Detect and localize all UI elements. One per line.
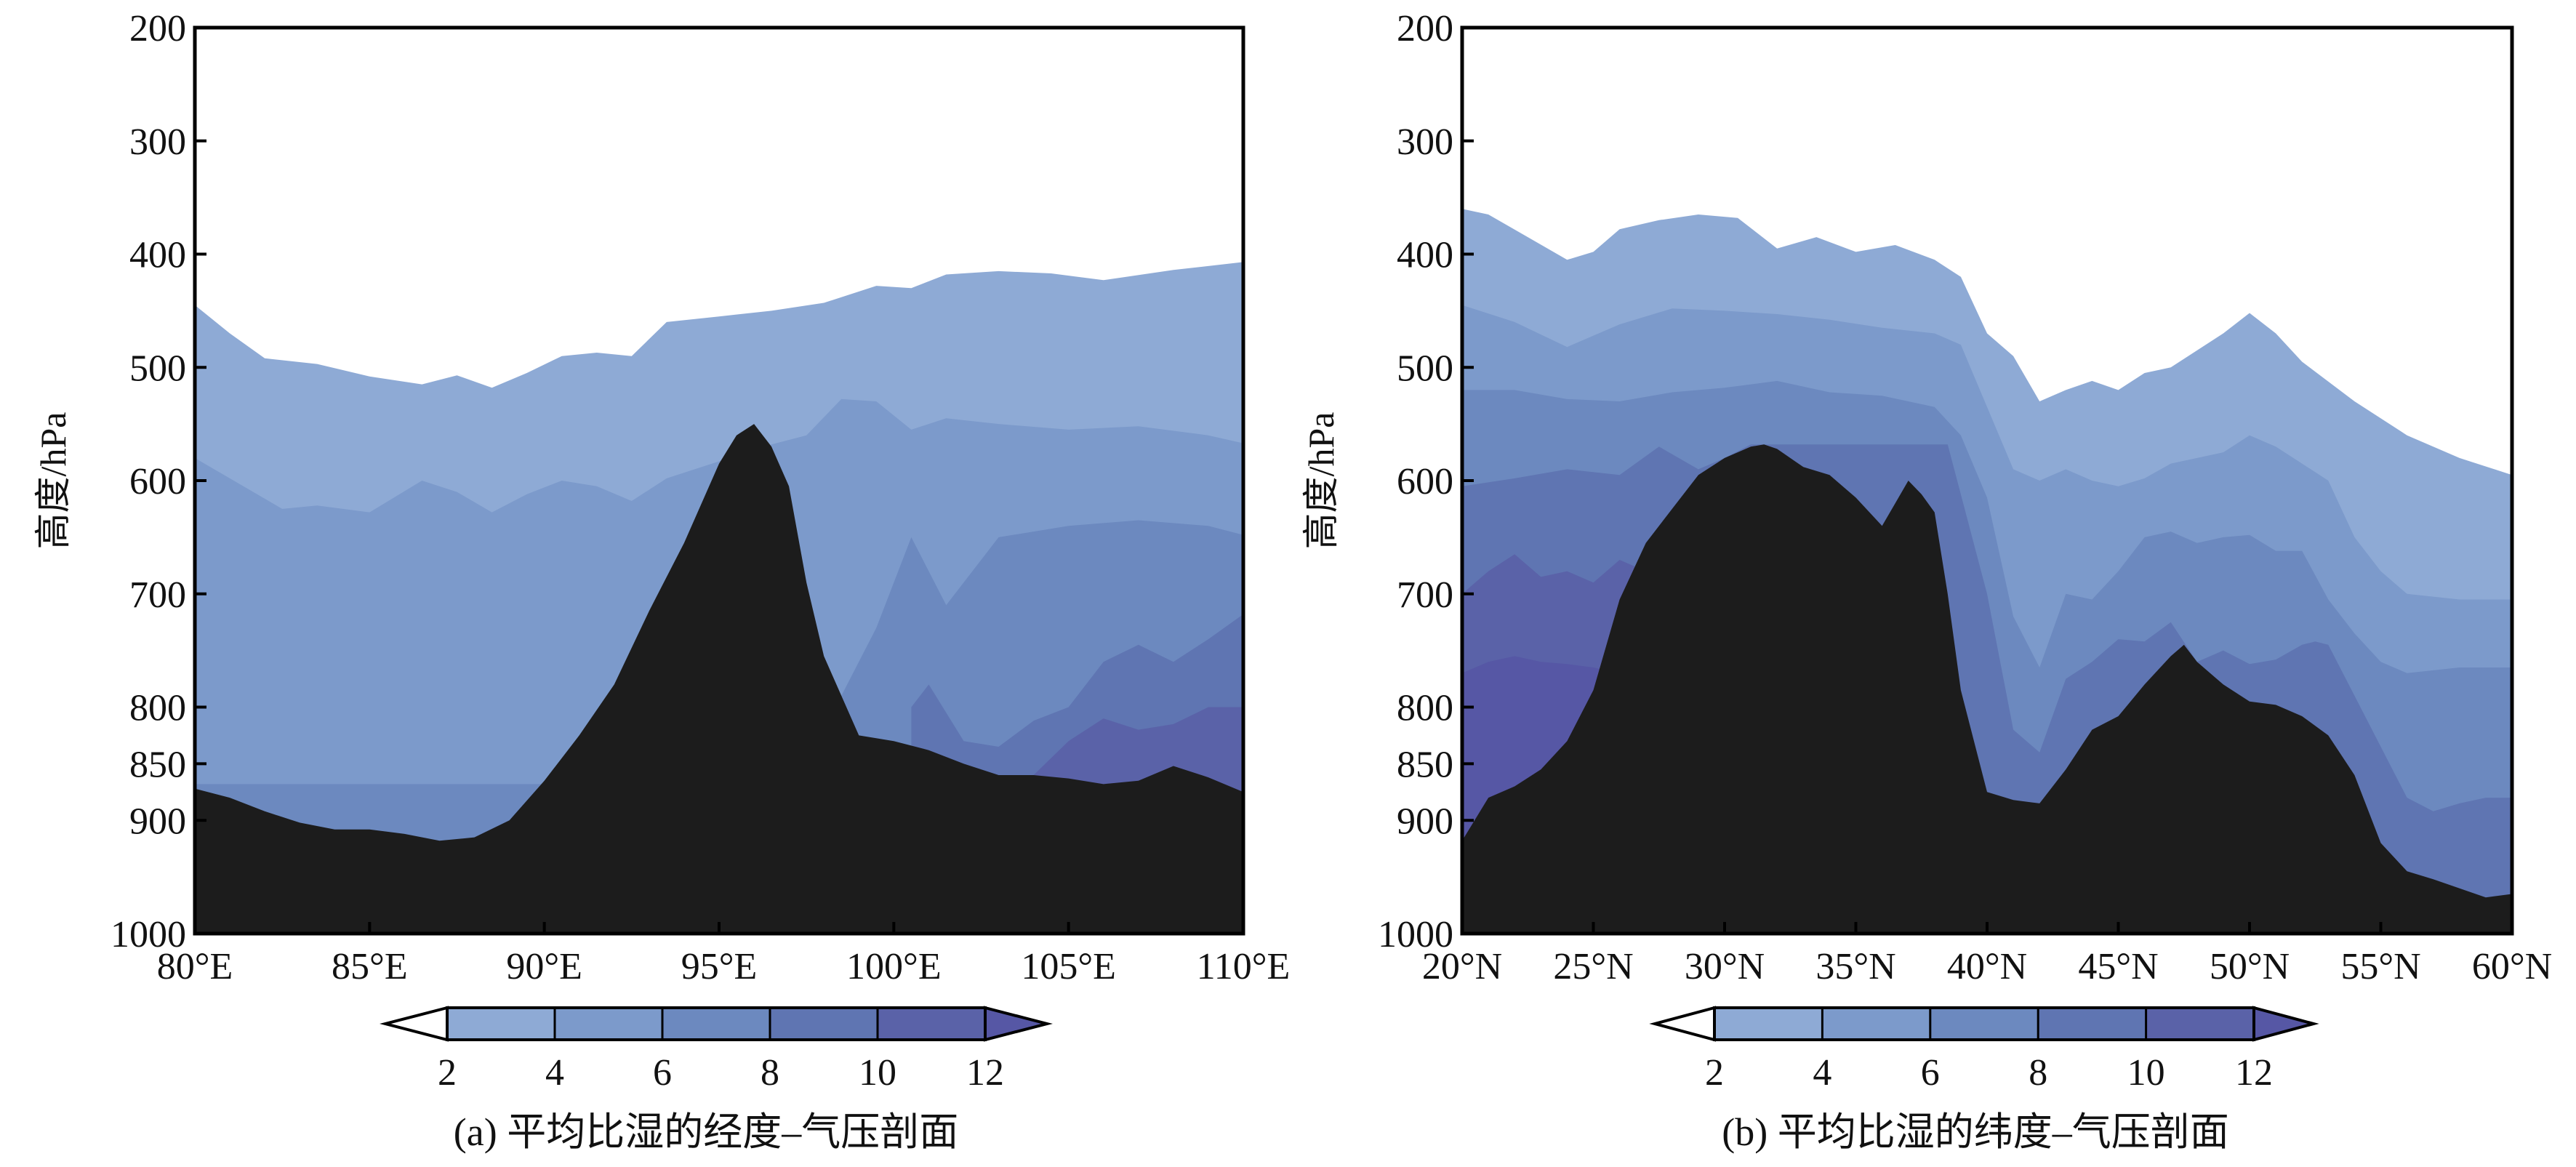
x-tick-label: 90°E <box>506 946 582 987</box>
y-tick-label: 600 <box>1397 461 1453 502</box>
y-tick-label: 1000 <box>111 914 186 955</box>
colorbar-segment <box>662 1008 770 1040</box>
panel-b: 200 300 400 500 600 700 800 850 900 1000 20°N 25°N… <box>1301 8 2552 1154</box>
colorbar-label: 10 <box>859 1052 896 1094</box>
colorbar-label: 12 <box>966 1052 1004 1094</box>
colorbar-segment <box>447 1008 555 1040</box>
y-tick-label: 200 <box>129 8 186 49</box>
y-tick-label: 1000 <box>1378 914 1453 955</box>
y-tick-label: 800 <box>1397 688 1453 729</box>
colorbar-label: 6 <box>653 1052 672 1094</box>
x-axis-b: 20°N 25°N 30°N 35°N 40°N 45°N 50°N 55°N 60°N <box>1422 922 2552 987</box>
colorbar-label: 8 <box>761 1052 779 1094</box>
colorbar-label: 8 <box>2029 1052 2047 1094</box>
colorbar-extend-high <box>984 1006 1053 1042</box>
colorbar-label: 2 <box>438 1052 457 1094</box>
y-tick-label: 400 <box>129 235 186 276</box>
plot-area-a <box>195 262 1243 934</box>
plot-area-b <box>1462 209 2512 934</box>
x-tick-label: 30°N <box>1685 946 1765 987</box>
y-tick-label: 850 <box>129 744 186 785</box>
x-tick-label: 100°E <box>846 946 942 987</box>
colorbar-label: 4 <box>1813 1052 1831 1094</box>
y-tick-label: 200 <box>1397 8 1453 49</box>
y-tick-label: 500 <box>129 348 186 389</box>
x-tick-label: 60°N <box>2472 946 2552 987</box>
terrain-mask <box>1462 444 2512 934</box>
x-tick-label: 80°E <box>157 946 233 987</box>
colorbar-segment <box>1930 1008 2039 1040</box>
colorbar-label: 12 <box>2235 1052 2273 1094</box>
y-tick-label: 900 <box>1397 801 1453 842</box>
colorbar-b: 2 4 6 8 10 12 <box>1649 1006 2319 1094</box>
colorbar-label: 6 <box>1921 1052 1940 1094</box>
colorbar-label: 4 <box>545 1052 564 1094</box>
colorbar-segment <box>770 1008 878 1040</box>
colorbar-segment <box>1714 1008 1823 1040</box>
x-tick-label: 55°N <box>2340 946 2420 987</box>
y-axis-a: 200 300 400 500 600 700 800 850 900 1000 <box>111 8 206 955</box>
panel-caption-a: (a) 平均比湿的经度–气压剖面 <box>454 1110 958 1154</box>
colorbar-segment <box>878 1008 985 1040</box>
x-tick-label: 35°N <box>1815 946 1895 987</box>
x-tick-label: 45°N <box>2078 946 2158 987</box>
x-tick-label: 40°N <box>1947 946 2027 987</box>
y-tick-label: 300 <box>1397 121 1453 163</box>
colorbar-label: 2 <box>1705 1052 1724 1094</box>
panel-caption-b: (b) 平均比湿的纬度–气压剖面 <box>1722 1110 2228 1154</box>
colorbar-frame <box>446 1006 987 1041</box>
y-tick-label: 900 <box>129 801 186 842</box>
y-tick-label: 700 <box>129 574 186 616</box>
y-tick-label: 700 <box>1397 574 1453 616</box>
x-tick-label: 50°N <box>2210 946 2290 987</box>
x-tick-label: 95°E <box>681 946 758 987</box>
y-axis-title-a: 高度/hPa <box>33 412 73 550</box>
x-tick-label: 105°E <box>1021 946 1116 987</box>
panel-a: 200 300 400 500 600 700 800 850 900 1000 80°E 85°E… <box>33 8 1290 1154</box>
y-tick-label: 800 <box>129 688 186 729</box>
colorbar-segment <box>2038 1008 2146 1040</box>
y-tick-label: 600 <box>129 461 186 502</box>
colorbar-segment <box>555 1008 662 1040</box>
colorbar-segment <box>1822 1008 1930 1040</box>
x-tick-label: 85°E <box>332 946 408 987</box>
y-tick-label: 400 <box>1397 235 1453 276</box>
y-axis-title-b: 高度/hPa <box>1301 412 1341 550</box>
colorbar-extend-low <box>380 1006 449 1042</box>
x-tick-label: 20°N <box>1422 946 1502 987</box>
x-tick-label: 25°N <box>1553 946 1633 987</box>
colorbar-a: 2 4 6 8 10 12 <box>380 1006 1053 1094</box>
terrain-mask <box>195 424 1243 934</box>
colorbar-segment <box>2146 1008 2254 1040</box>
x-tick-label: 110°E <box>1197 946 1291 987</box>
x-axis-a: 80°E 85°E 90°E 95°E 100°E 105°E 110°E <box>157 922 1291 987</box>
colorbar-extend-low <box>1649 1006 1716 1042</box>
colorbar-extend-high <box>2252 1006 2319 1042</box>
colorbar-frame <box>1713 1006 2255 1041</box>
y-axis-b: 200 300 400 500 600 700 800 850 900 1000 <box>1378 8 1474 955</box>
y-tick-label: 850 <box>1397 744 1453 785</box>
y-tick-label: 300 <box>129 121 186 163</box>
colorbar-label: 10 <box>2127 1052 2165 1094</box>
y-tick-label: 500 <box>1397 348 1453 389</box>
